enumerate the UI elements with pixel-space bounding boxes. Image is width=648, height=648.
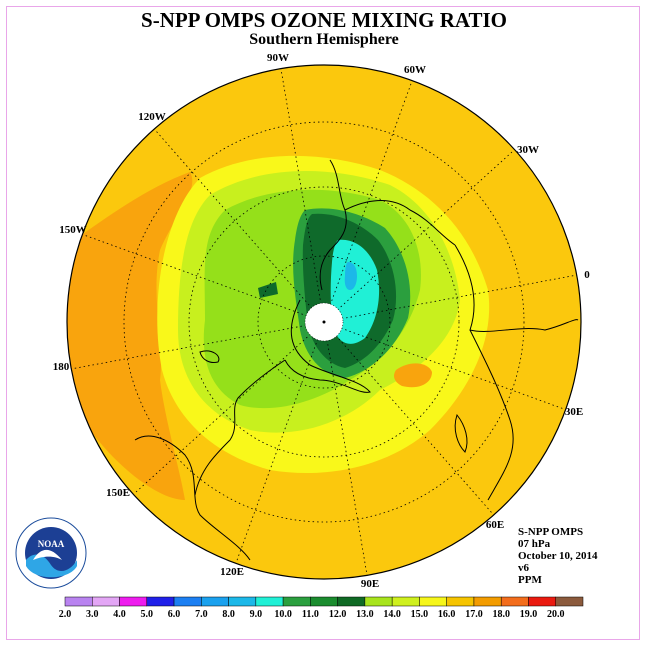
colorbar-swatch <box>555 596 584 607</box>
colorbar-swatch <box>528 596 556 607</box>
lon-label-150w: 150W <box>59 224 87 236</box>
colorbar-swatch <box>364 596 393 607</box>
lon-label-120w: 120W <box>138 111 166 123</box>
info-version: v6 <box>518 562 529 574</box>
lon-label-180: 180 <box>53 361 70 373</box>
colorbar-swatch <box>201 596 229 607</box>
colorbar-label: 16.0 <box>438 609 456 620</box>
colorbar-swatch <box>337 596 366 607</box>
lon-label-60e: 60E <box>486 519 504 531</box>
colorbar-label: 17.0 <box>465 609 483 620</box>
colorbar-label: 20.0 <box>547 609 565 620</box>
colorbar-swatch <box>228 596 257 607</box>
colorbar-swatch <box>500 596 529 607</box>
colorbar-label: 14.0 <box>383 609 401 620</box>
colorbar-swatch <box>255 596 284 607</box>
map-border <box>66 64 582 580</box>
colorbar-label: 3.0 <box>86 609 99 620</box>
colorbar-swatch <box>64 596 93 607</box>
colorbar-label: 13.0 <box>356 609 374 620</box>
map-subtitle: Southern Hemisphere <box>249 31 399 48</box>
colorbar-label: 18.0 <box>492 609 510 620</box>
lon-label-90e: 90E <box>361 578 379 590</box>
colorbar-label: 9.0 <box>250 609 263 620</box>
lon-label-30e: 30E <box>565 406 583 418</box>
field-16-17 <box>67 172 193 500</box>
colorbar-label: 8.0 <box>222 609 235 620</box>
colorbar-label: 10.0 <box>274 609 292 620</box>
colorbar: 2.0 3.0 4.0 5.0 6.0 7.0 8.0 9.0 10.0 11.0 12.0 13.0… <box>59 596 584 620</box>
lon-label-150e: 150E <box>106 487 130 499</box>
info-date: October 10, 2014 <box>518 550 598 562</box>
colorbar-label: 4.0 <box>113 609 126 620</box>
lon-label-30w: 30W <box>517 144 539 156</box>
lon-label-90w: 90W <box>267 52 289 64</box>
coastlines <box>134 159 579 561</box>
colorbar-swatch <box>473 596 502 607</box>
info-instrument: S-NPP OMPS <box>518 526 584 538</box>
colorbar-label: 2.0 <box>59 609 72 620</box>
colorbar-swatch <box>446 596 475 607</box>
colorbar-swatch <box>119 596 148 607</box>
colorbar-label: 11.0 <box>302 609 319 620</box>
colorbar-label: 5.0 <box>141 609 154 620</box>
colorbar-swatch <box>310 596 338 607</box>
colorbar-swatch <box>419 596 447 607</box>
svg-text:NOAA: NOAA <box>38 539 65 549</box>
colorbar-label: 19.0 <box>520 609 538 620</box>
field-8-9 <box>344 262 357 290</box>
colorbar-label: 7.0 <box>195 609 208 620</box>
map-frame <box>6 6 640 640</box>
info-block: S-NPP OMPS 07 hPa October 10, 2014 v6 PP… <box>518 526 598 586</box>
colorbar-label: 6.0 <box>168 609 181 620</box>
graticule <box>70 68 578 576</box>
info-units: PPM <box>518 574 542 586</box>
info-level: 07 hPa <box>518 538 551 550</box>
colorbar-swatch <box>391 596 420 607</box>
colorbar-swatch <box>282 596 311 607</box>
colorbar-label: 12.0 <box>329 609 347 620</box>
map-title: S-NPP OMPS OZONE MIXING RATIO <box>141 8 507 32</box>
lon-label-120e: 120E <box>220 566 244 578</box>
lon-label-60w: 60W <box>404 64 426 76</box>
noaa-logo: NOAA <box>15 517 87 589</box>
colorbar-swatch <box>92 596 120 607</box>
colorbar-swatch <box>146 596 175 607</box>
colorbar-label: 15.0 <box>411 609 429 620</box>
colorbar-swatch <box>173 596 202 607</box>
lon-label-0: 0 <box>584 269 590 281</box>
